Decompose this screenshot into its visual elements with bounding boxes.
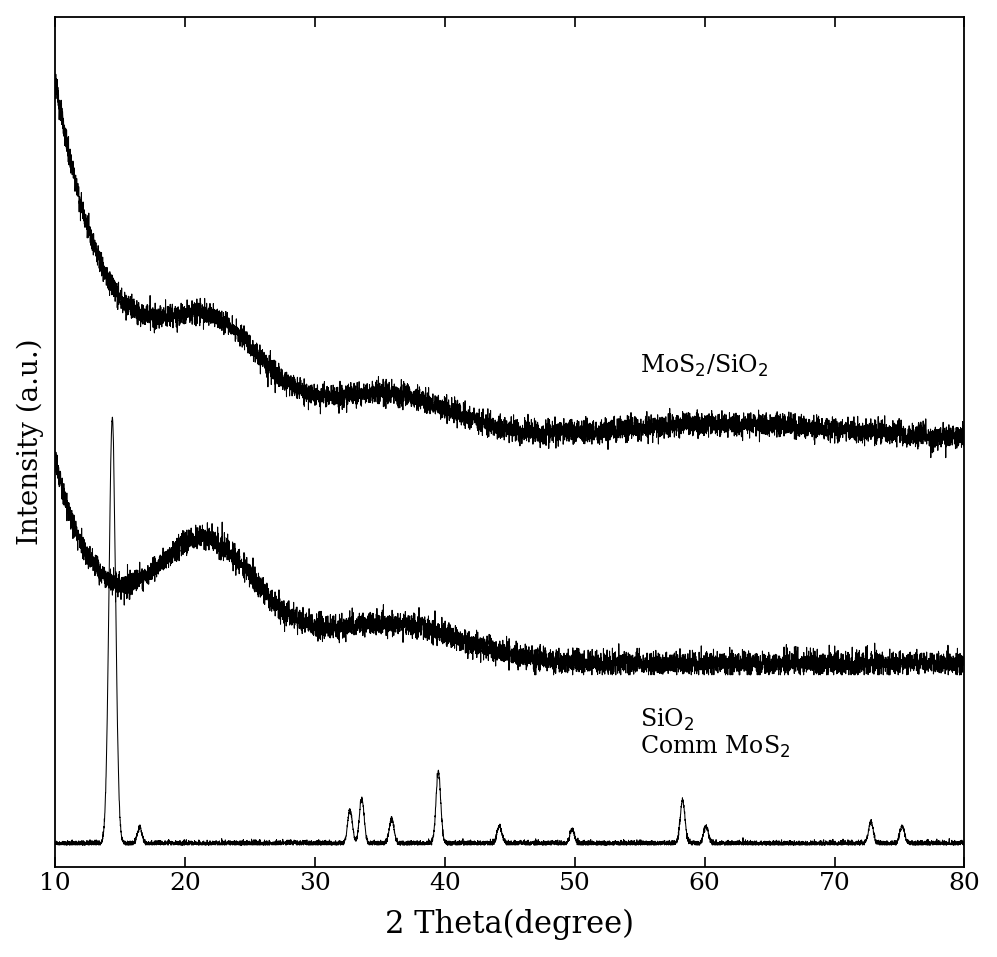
Text: MoS$_2$/SiO$_2$: MoS$_2$/SiO$_2$ [640,353,768,379]
Text: Comm MoS$_2$: Comm MoS$_2$ [640,733,790,760]
Text: SiO$_2$: SiO$_2$ [640,706,694,733]
Y-axis label: Intensity (a.u.): Intensity (a.u.) [17,339,44,545]
X-axis label: 2 Theta(degree): 2 Theta(degree) [385,909,634,941]
